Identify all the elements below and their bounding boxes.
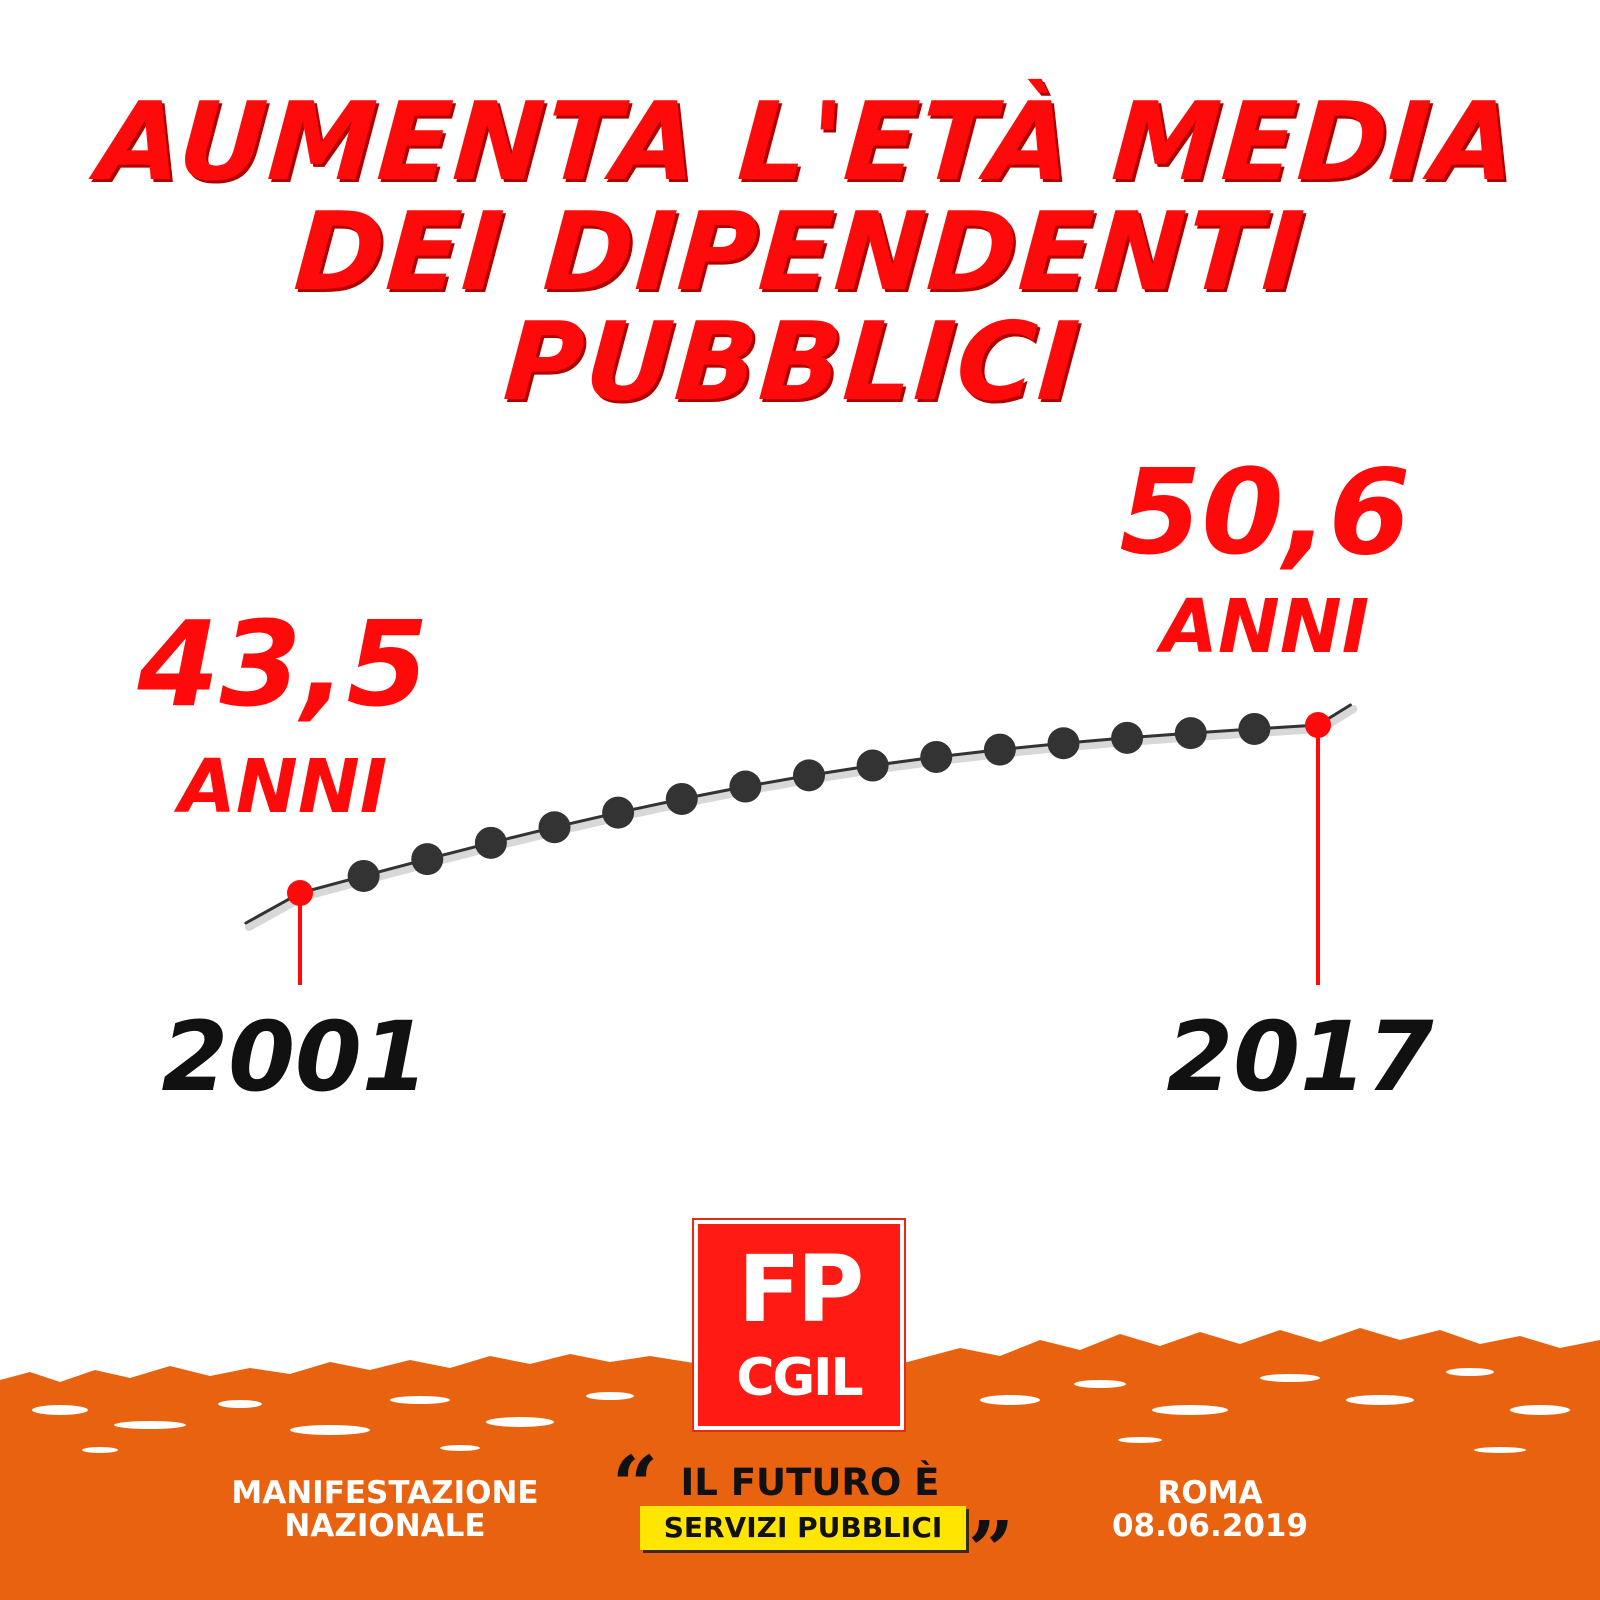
data-point-2005 bbox=[538, 811, 571, 844]
event-date: 08.06.2019 bbox=[1111, 1508, 1309, 1544]
start-unit-label: ANNI bbox=[174, 744, 388, 830]
fp-cgil-logo: FP CGIL bbox=[694, 1220, 904, 1430]
data-point-2015 bbox=[1174, 717, 1207, 750]
slogan-line-1: IL FUTURO È bbox=[680, 1461, 940, 1504]
age-line-chart: 43,5 ANNI 50,6 ANNI 2001 2017 bbox=[136, 443, 1433, 1113]
data-point-2007 bbox=[665, 782, 698, 815]
year-markers bbox=[287, 712, 1331, 906]
event-label: MANIFESTAZIONE NAZIONALE bbox=[200, 1477, 570, 1543]
data-point-2016 bbox=[1238, 712, 1271, 745]
start-year-label: 2001 bbox=[161, 1001, 428, 1113]
end-year-label: 2017 bbox=[1166, 1001, 1433, 1113]
data-point-2014 bbox=[1111, 721, 1144, 754]
data-point-2002 bbox=[347, 859, 380, 892]
end-value-label: 50,6 bbox=[1119, 443, 1410, 581]
data-point-2003 bbox=[411, 843, 444, 876]
footer-band-speckles bbox=[32, 1368, 1570, 1453]
data-point-2009 bbox=[793, 759, 825, 792]
data-point-2011 bbox=[920, 740, 953, 773]
data-point-2012 bbox=[983, 733, 1016, 766]
start-value-label: 43,5 bbox=[136, 595, 428, 733]
data-point-2013 bbox=[1047, 727, 1080, 760]
event-label-line-2: NAZIONALE bbox=[284, 1508, 486, 1544]
data-point-2010 bbox=[856, 749, 889, 782]
logo-fp-text: FP bbox=[737, 1236, 864, 1343]
footer-band bbox=[0, 1328, 1600, 1600]
data-point-2008 bbox=[729, 770, 762, 803]
close-quote-icon: ” bbox=[968, 1503, 1015, 1597]
footer-band-shape bbox=[0, 1328, 1600, 1600]
logo-cgil-text: CGIL bbox=[736, 1348, 863, 1408]
end-unit-label: ANNI bbox=[1156, 584, 1370, 670]
event-place-date: ROMA 08.06.2019 bbox=[1090, 1477, 1330, 1543]
data-point-2004 bbox=[474, 826, 507, 859]
event-city: ROMA bbox=[1157, 1475, 1263, 1511]
event-label-line-1: MANIFESTAZIONE bbox=[231, 1475, 539, 1511]
slogan-line-2: SERVIZI PUBBLICI bbox=[640, 1506, 966, 1550]
data-point-2006 bbox=[602, 796, 635, 829]
